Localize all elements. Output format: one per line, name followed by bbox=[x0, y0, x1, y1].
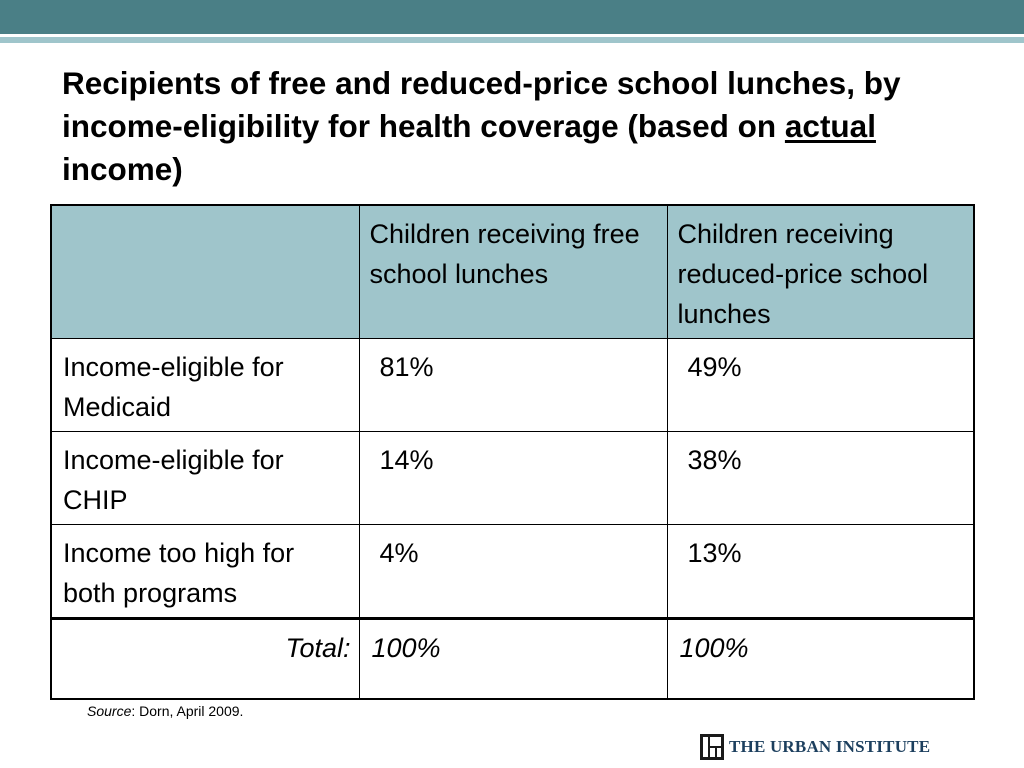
table-row: Income-eligible for Medicaid 81% 49% bbox=[50, 338, 975, 432]
urban-institute-logo: THE URBAN INSTITUTE bbox=[700, 733, 930, 761]
logo-text: THE URBAN INSTITUTE bbox=[729, 737, 931, 756]
cell-reduced: 13% bbox=[666, 524, 975, 619]
source-note: Source: Dorn, April 2009. bbox=[87, 702, 243, 720]
total-label: Total: bbox=[50, 617, 360, 700]
title-text-end: income) bbox=[62, 151, 183, 187]
header-cell-empty bbox=[50, 204, 360, 339]
top-accent-line bbox=[0, 37, 1024, 43]
lunch-eligibility-table: Children receiving free school lunches C… bbox=[50, 204, 975, 700]
cell-reduced: 49% bbox=[666, 338, 975, 432]
source-text: : Dorn, April 2009. bbox=[131, 703, 244, 719]
title-text: Recipients of free and reduced-price sch… bbox=[62, 65, 901, 144]
table-total-row: Total: 100% 100% bbox=[50, 617, 975, 700]
row-label: Income-eligible for Medicaid bbox=[50, 338, 360, 432]
cell-free: 14% bbox=[358, 431, 668, 525]
cell-reduced: 38% bbox=[666, 431, 975, 525]
table-row: Income-eligible for CHIP 14% 38% bbox=[50, 431, 975, 525]
row-label: Income-eligible for CHIP bbox=[50, 431, 360, 525]
cell-free: 81% bbox=[358, 338, 668, 432]
slide-title: Recipients of free and reduced-price sch… bbox=[62, 62, 962, 191]
header-cell-reduced: Children receiving reduced-price school … bbox=[666, 204, 975, 339]
table-row: Income too high for both programs 4% 13% bbox=[50, 524, 975, 619]
cell-free: 4% bbox=[358, 524, 668, 619]
header-cell-free: Children receiving free school lunches bbox=[358, 204, 668, 339]
table-header-row: Children receiving free school lunches C… bbox=[50, 204, 975, 339]
title-underlined-word: actual bbox=[784, 108, 876, 144]
source-label: Source bbox=[87, 703, 132, 719]
total-free: 100% bbox=[358, 617, 668, 700]
top-accent-bar bbox=[0, 0, 1024, 34]
row-label: Income too high for both programs bbox=[50, 524, 360, 619]
total-reduced: 100% bbox=[666, 617, 975, 700]
urban-institute-logo-icon bbox=[700, 734, 724, 760]
